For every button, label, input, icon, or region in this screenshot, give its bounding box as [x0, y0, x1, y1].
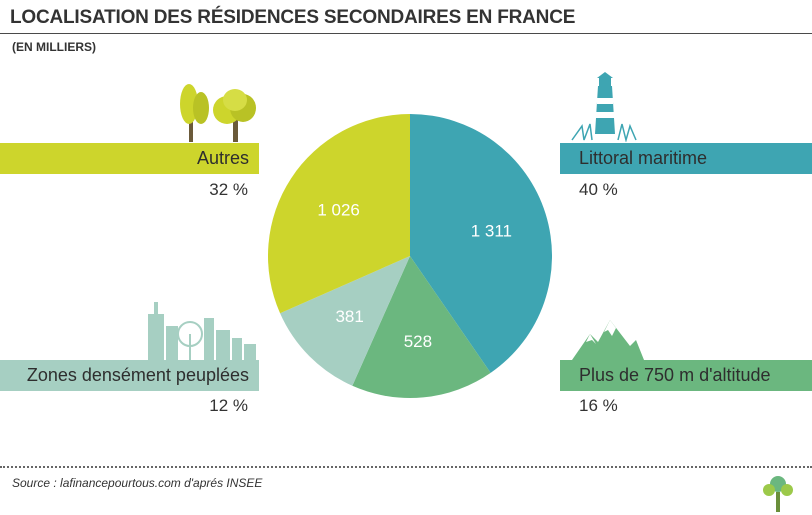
percent-littoral: 40 %: [579, 180, 618, 199]
tree-logo-icon: [763, 476, 793, 512]
pie-slice-0: [410, 114, 552, 373]
band-autres: Autres: [0, 143, 259, 174]
band-zones: Zones densément peuplées: [0, 360, 259, 391]
mountain-icon: [572, 320, 644, 360]
pie-slice-3: [268, 114, 410, 314]
pie-slice-1: [352, 256, 491, 399]
source-note: Source : lafinancepourtous.com d'aprés I…: [12, 476, 263, 490]
chart-title: LOCALISATION DES RÉSIDENCES SECONDAIRES …: [10, 7, 576, 28]
percent-zones: 12 %: [209, 396, 248, 415]
trees-icon: [180, 84, 256, 142]
percent-altitude: 16 %: [579, 396, 618, 415]
slice-value-label-1: 528: [404, 332, 432, 351]
chart-subtitle: (EN MILLIERS): [12, 40, 96, 54]
lighthouse-icon: [571, 72, 637, 142]
slice-value-label-0: 1 311: [471, 222, 512, 241]
percent-autres: 32 %: [209, 180, 248, 199]
city-skyline-icon: [148, 302, 256, 360]
footer-divider: [0, 466, 812, 468]
band-altitude: Plus de 750 m d'altitude: [560, 360, 812, 391]
title-divider: [0, 33, 812, 34]
slice-value-label-2: 381: [335, 307, 363, 326]
slice-value-label-3: 1 026: [317, 200, 360, 219]
pie-slice-2: [280, 256, 410, 386]
band-littoral: Littoral maritime: [560, 143, 812, 174]
